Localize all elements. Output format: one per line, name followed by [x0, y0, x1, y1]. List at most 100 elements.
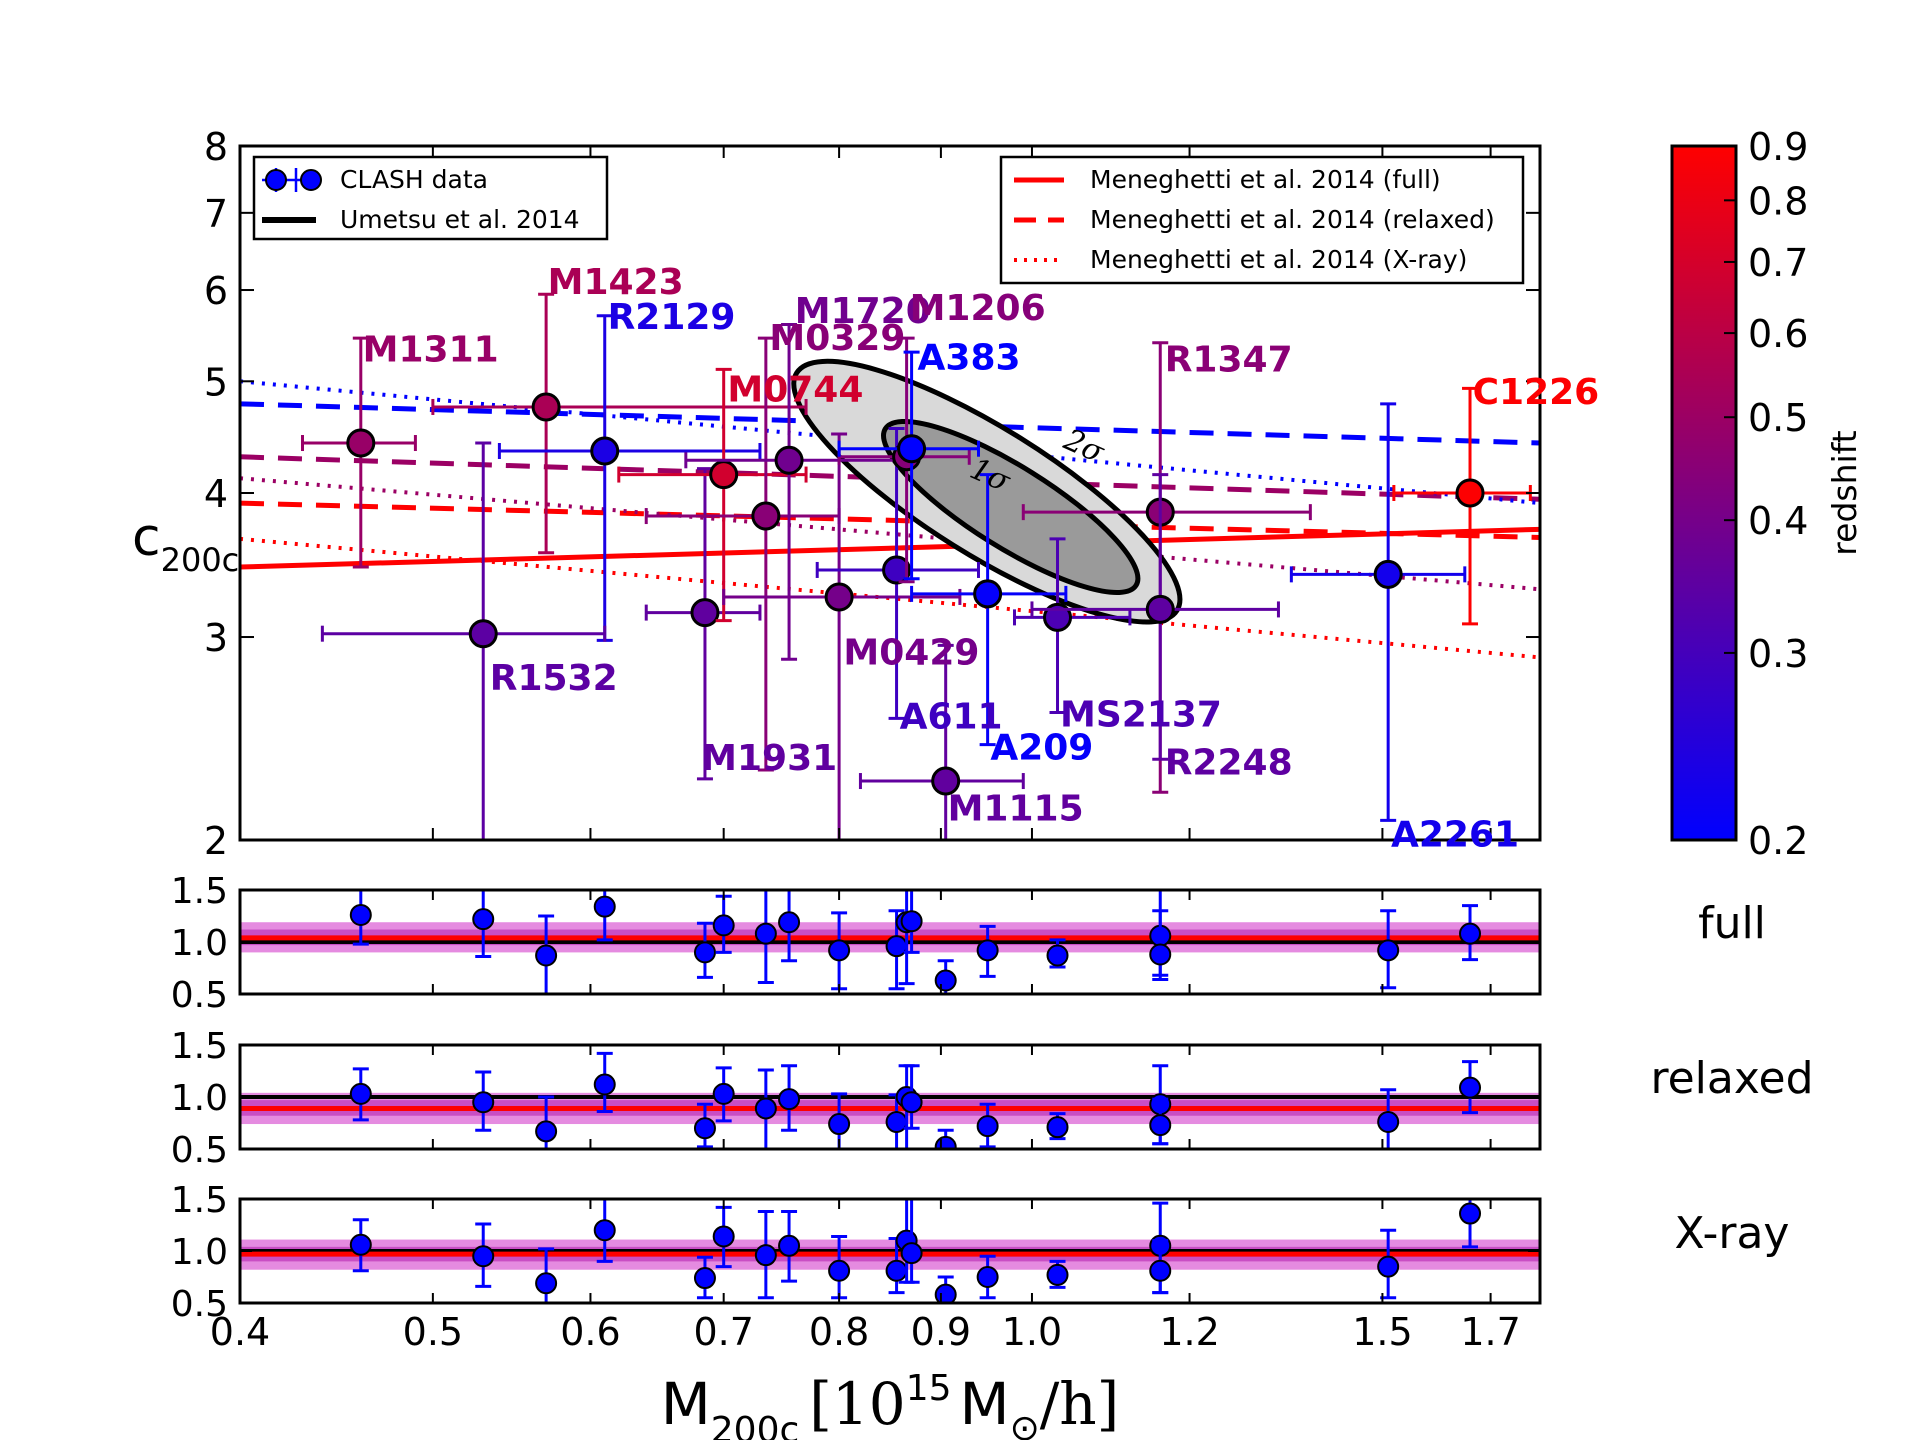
cluster-marker	[1373, 559, 1403, 589]
x-tick-label: 1.2	[1159, 1310, 1219, 1354]
x-tick-label: 0.7	[693, 1310, 753, 1354]
ratio-panel-relaxed: 0.5 1.0 1.5 relaxed	[171, 1026, 1814, 1171]
ratio-marker	[472, 1245, 495, 1268]
cluster-point-a383	[837, 350, 980, 581]
ratio-point	[472, 890, 495, 959]
cluster-marker	[531, 392, 561, 422]
ratio-point	[593, 890, 616, 942]
ratio-marker	[885, 1259, 908, 1282]
ratio-full-content	[240, 890, 1540, 994]
ratio-marker	[349, 1082, 372, 1105]
ratio-point	[712, 1066, 735, 1123]
ratio-marker	[900, 910, 923, 933]
ratio-point	[693, 921, 716, 979]
ratio-marker	[1377, 1255, 1400, 1278]
ratio-point	[934, 1275, 957, 1303]
ratio-point	[1459, 904, 1482, 962]
ratio-marker	[778, 1234, 801, 1257]
ratio-point	[934, 959, 957, 994]
ratio-marker	[349, 1233, 372, 1256]
ratio-marker	[934, 969, 957, 992]
ratio-point	[1149, 1239, 1172, 1295]
cluster-point-a611	[815, 427, 980, 720]
cluster-point-c1226	[1392, 386, 1532, 626]
ratio-marker	[1149, 943, 1172, 966]
cluster-point-m1931	[644, 467, 762, 781]
cluster-label-m0744: M0744	[727, 370, 863, 411]
ratio-point	[349, 890, 372, 946]
model-line-solid	[240, 526, 1540, 570]
colorbar-gradient	[1670, 144, 1738, 842]
colorbar-tick-label: 0.4	[1748, 499, 1808, 543]
ratio-point	[828, 1234, 851, 1300]
cluster-label-a383: A383	[918, 337, 1021, 378]
ratio-marker	[693, 1267, 716, 1290]
ratio-marker	[1377, 1110, 1400, 1133]
ratio-marker	[1459, 922, 1482, 945]
main-ylabel: c200c	[132, 508, 239, 579]
cluster-point-a2261	[1289, 402, 1467, 822]
ratio-y-tick-label: 0.5	[171, 975, 228, 1016]
cluster-marker	[1145, 594, 1175, 624]
ratio-y-tick-label: 0.5	[171, 1284, 228, 1325]
ratio-point	[976, 1102, 999, 1149]
legend-umetsu-label: Umetsu et al. 2014	[340, 205, 580, 234]
ratio-point	[693, 1255, 716, 1300]
cluster-marker	[774, 445, 804, 475]
ratio-y-tick-label: 1.0	[171, 1078, 228, 1119]
ratio-marker	[712, 914, 735, 937]
ratio-marker	[693, 1117, 716, 1140]
colorbar-tick-label: 0.2	[1748, 819, 1808, 863]
ratio-marker	[885, 935, 908, 958]
cluster-marker	[897, 434, 927, 464]
ratio-panel-xray: 0.5 1.0 1.5 X-ray	[171, 1180, 1790, 1325]
cluster-label-m1206: M1206	[910, 288, 1046, 329]
ratio-full-label: full	[1698, 898, 1766, 949]
ratio-point	[900, 890, 923, 954]
colorbar-tick-label: 0.3	[1748, 632, 1808, 676]
cluster-point-r2129	[497, 314, 762, 642]
cluster-point-r1532	[320, 441, 607, 840]
cluster-marker	[690, 598, 720, 628]
main-y-tick-label: 3	[204, 616, 228, 660]
xlabel-unit-open: [10	[809, 1370, 905, 1438]
cluster-label-a209: A209	[990, 727, 1093, 768]
ratio-relaxed-content	[240, 1051, 1540, 1149]
cluster-label-a2261: A2261	[1391, 814, 1519, 855]
x-tick-label: 0.5	[403, 1310, 463, 1354]
cluster-point-m1423	[431, 292, 808, 555]
ratio-point	[593, 1199, 616, 1263]
ratio-marker	[712, 1225, 735, 1248]
ratio-marker	[934, 1135, 957, 1149]
cluster-marker	[346, 428, 376, 458]
ratio-marker	[535, 1120, 558, 1143]
ratio-panel-full: 0.5 1.0 1.5 full	[171, 871, 1766, 1016]
ratio-marker	[535, 1272, 558, 1295]
cluster-label-r1532: R1532	[490, 658, 618, 699]
ratio-marker	[1046, 1263, 1069, 1286]
cluster-point-m1720	[684, 323, 904, 661]
legend-left: CLASH data Umetsu et al. 2014	[252, 155, 609, 241]
ratio-point	[778, 1209, 801, 1283]
ratio-point	[1459, 1060, 1482, 1115]
ratio-y-tick-label: 1.0	[171, 923, 228, 964]
colorbar-tick-label: 0.8	[1748, 179, 1808, 223]
ratio-point	[535, 914, 558, 994]
cluster-point-m0329	[644, 336, 841, 772]
ratio-point	[754, 890, 777, 985]
xlabel-unit-exp: 15	[906, 1368, 952, 1409]
cluster-marker	[468, 619, 498, 649]
ratio-point	[885, 1237, 908, 1295]
cluster-marker	[1455, 478, 1485, 508]
ratio-point	[349, 1218, 372, 1273]
colorbar-tick-label: 0.5	[1748, 396, 1808, 440]
ratio-marker	[1377, 939, 1400, 962]
ratio-relaxed-label: relaxed	[1650, 1053, 1813, 1104]
x-tick-label: 1.7	[1460, 1310, 1520, 1354]
xlabel-unit-sun: ⊙	[1010, 1408, 1040, 1440]
colorbar-tick-label: 0.6	[1748, 312, 1808, 356]
ratio-marker	[535, 944, 558, 967]
cluster-points	[301, 292, 1532, 840]
xlabel-main: M	[661, 1370, 711, 1438]
